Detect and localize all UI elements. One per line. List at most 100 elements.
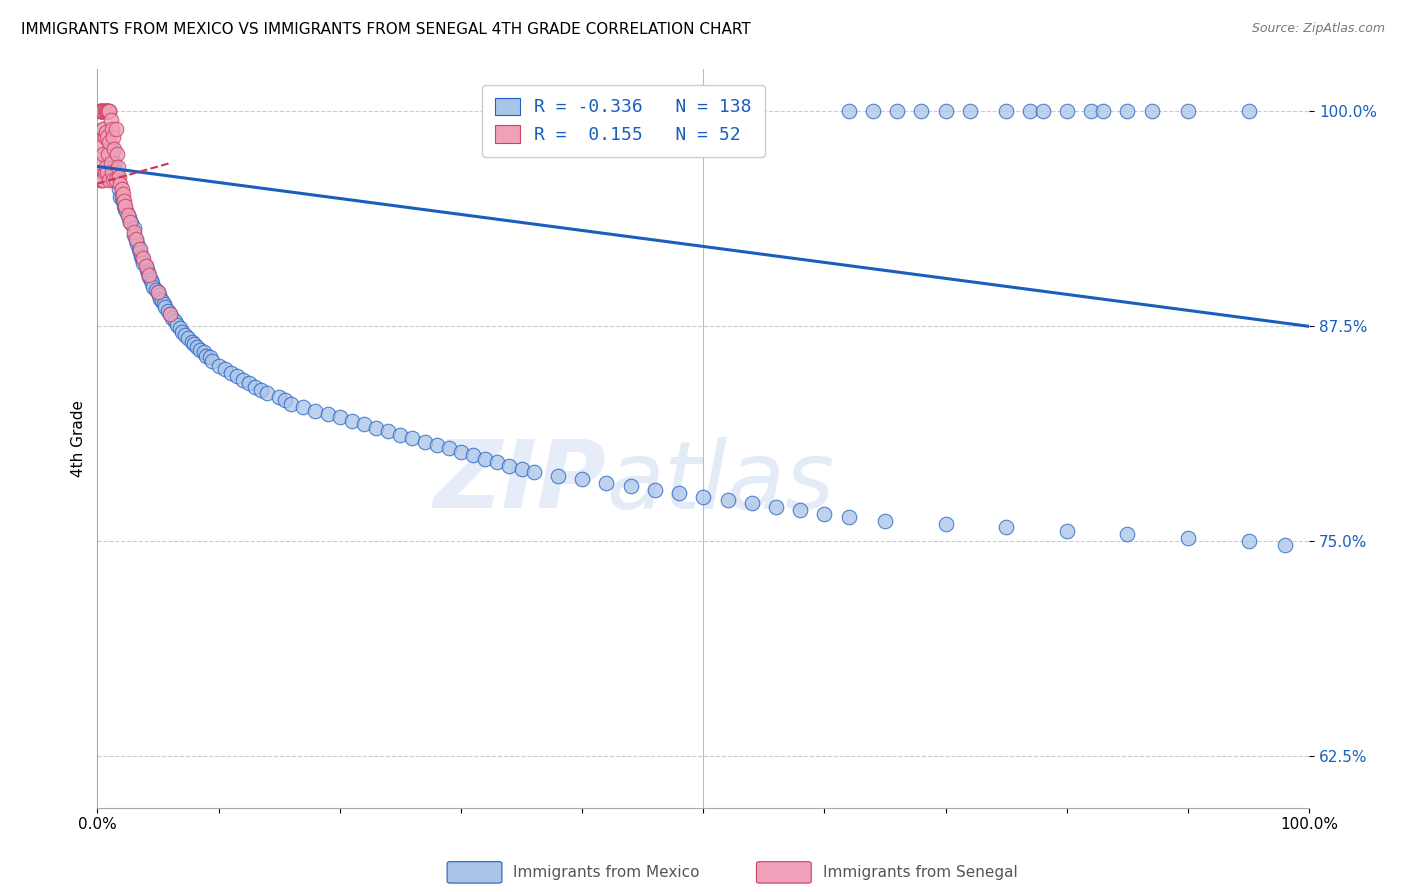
Point: [1140, 104, 1163, 119]
Point: [96, 164, 118, 178]
Point: [96, 104, 118, 119]
Point: [169, 321, 191, 335]
Point: [162, 310, 184, 325]
Point: [813, 507, 835, 521]
Text: Immigrants from Senegal: Immigrants from Senegal: [823, 865, 1018, 880]
Point: [183, 336, 205, 351]
Point: [156, 304, 179, 318]
Point: [104, 164, 127, 178]
Point: [136, 262, 159, 277]
Point: [207, 359, 229, 373]
Point: [114, 199, 136, 213]
Point: [122, 221, 145, 235]
Point: [93, 104, 115, 119]
Point: [1032, 104, 1054, 119]
Point: [250, 383, 273, 397]
Point: [243, 379, 266, 393]
Point: [1056, 524, 1078, 538]
Y-axis label: 4th Grade: 4th Grade: [72, 400, 86, 476]
Point: [595, 475, 617, 490]
Point: [110, 177, 132, 191]
Point: [959, 104, 981, 119]
Point: [1080, 104, 1102, 119]
Point: [280, 397, 302, 411]
Point: [101, 164, 124, 178]
Point: [269, 390, 291, 404]
Point: [148, 288, 170, 302]
Point: [131, 252, 153, 267]
Point: [111, 194, 134, 208]
Point: [159, 307, 181, 321]
Point: [136, 266, 159, 280]
Point: [100, 139, 122, 153]
Point: [155, 301, 177, 315]
Point: [135, 259, 157, 273]
Point: [93, 130, 115, 145]
Point: [122, 225, 145, 239]
Point: [118, 211, 141, 225]
Point: [91, 104, 114, 119]
Point: [127, 236, 149, 251]
Point: [146, 285, 169, 299]
Point: [111, 186, 134, 201]
Point: [103, 142, 125, 156]
Point: [90, 156, 112, 170]
Point: [98, 104, 121, 119]
Point: [98, 173, 121, 187]
Point: [910, 104, 932, 119]
Text: IMMIGRANTS FROM MEXICO VS IMMIGRANTS FROM SENEGAL 4TH GRADE CORRELATION CHART: IMMIGRANTS FROM MEXICO VS IMMIGRANTS FRO…: [21, 22, 751, 37]
Text: ZIP: ZIP: [433, 436, 606, 528]
Point: [765, 500, 787, 514]
Point: [98, 104, 121, 119]
Point: [1056, 104, 1078, 119]
Point: [117, 208, 139, 222]
Point: [1237, 534, 1260, 549]
Point: [862, 104, 884, 119]
Point: [619, 479, 641, 493]
Point: [93, 104, 115, 119]
Point: [838, 510, 860, 524]
Point: [105, 147, 128, 161]
Point: [96, 104, 118, 119]
Point: [132, 256, 155, 270]
Point: [93, 164, 115, 178]
Point: [1177, 104, 1199, 119]
Point: [98, 139, 121, 153]
Point: [97, 104, 120, 119]
Point: [138, 269, 160, 284]
Point: [789, 503, 811, 517]
Point: [413, 434, 436, 449]
Point: [498, 458, 520, 473]
Point: [474, 451, 496, 466]
Point: [120, 214, 142, 228]
Point: [145, 283, 167, 297]
Point: [486, 455, 509, 469]
Point: [107, 160, 129, 174]
Point: [1116, 527, 1139, 541]
Point: [128, 242, 150, 256]
Point: [173, 328, 195, 343]
Point: [1116, 104, 1139, 119]
Point: [741, 496, 763, 510]
Point: [935, 104, 957, 119]
Point: [94, 160, 117, 174]
Point: [180, 334, 202, 349]
Point: [935, 516, 957, 531]
Point: [101, 156, 124, 170]
Point: [94, 104, 117, 119]
Point: [150, 293, 173, 308]
Point: [101, 173, 124, 187]
Point: [108, 182, 131, 196]
Point: [89, 173, 111, 187]
Point: [304, 403, 326, 417]
Point: [101, 147, 124, 161]
Text: Source: ZipAtlas.com: Source: ZipAtlas.com: [1251, 22, 1385, 36]
Point: [177, 331, 200, 345]
Point: [110, 182, 132, 196]
Point: [91, 139, 114, 153]
Point: [1237, 104, 1260, 119]
Point: [93, 104, 115, 119]
Text: Immigrants from Mexico: Immigrants from Mexico: [513, 865, 700, 880]
Point: [461, 448, 484, 462]
Point: [108, 169, 131, 184]
